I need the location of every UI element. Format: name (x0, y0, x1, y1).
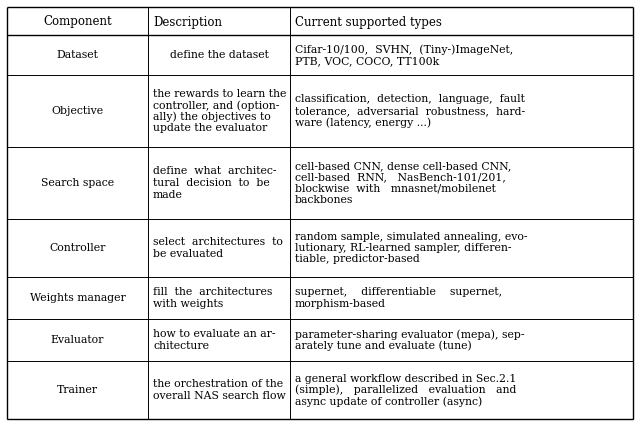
Text: Description: Description (153, 16, 222, 29)
Text: made: made (153, 190, 183, 199)
Text: Controller: Controller (49, 243, 106, 253)
Text: how to evaluate an ar-: how to evaluate an ar- (153, 329, 275, 339)
Text: blockwise  with   mnasnet/mobilenet: blockwise with mnasnet/mobilenet (295, 184, 496, 194)
Text: fill  the  architectures: fill the architectures (153, 287, 273, 297)
Text: parameter-sharing evaluator (mepa), sep-: parameter-sharing evaluator (mepa), sep- (295, 329, 525, 340)
Text: arately tune and evaluate (tune): arately tune and evaluate (tune) (295, 340, 472, 351)
Text: ware (latency, energy ...): ware (latency, energy ...) (295, 117, 431, 128)
Text: chitecture: chitecture (153, 341, 209, 351)
Text: define  what  architec-: define what architec- (153, 166, 276, 177)
Text: Trainer: Trainer (57, 385, 98, 395)
Text: Cifar-10/100,  SVHN,  (Tiny-)ImageNet,: Cifar-10/100, SVHN, (Tiny-)ImageNet, (295, 44, 513, 55)
Text: cell-based CNN, dense cell-based CNN,: cell-based CNN, dense cell-based CNN, (295, 161, 511, 171)
Text: async update of controller (async): async update of controller (async) (295, 396, 483, 407)
Text: with weights: with weights (153, 299, 223, 309)
Text: controller, and (option-: controller, and (option- (153, 100, 280, 110)
Text: tural  decision  to  be: tural decision to be (153, 178, 269, 188)
Text: Dataset: Dataset (56, 50, 99, 60)
Text: Search space: Search space (41, 178, 114, 188)
Text: classification,  detection,  language,  fault: classification, detection, language, fau… (295, 94, 525, 105)
Text: lutionary, RL-learned sampler, differen-: lutionary, RL-learned sampler, differen- (295, 243, 511, 253)
Text: backbones: backbones (295, 195, 353, 205)
Text: ally) the objectives to: ally) the objectives to (153, 111, 271, 122)
Text: define the dataset: define the dataset (170, 50, 268, 60)
Text: cell-based  RNN,   NasBench-101/201,: cell-based RNN, NasBench-101/201, (295, 172, 506, 182)
Text: be evaluated: be evaluated (153, 249, 223, 259)
Text: Objective: Objective (51, 106, 104, 116)
Text: the rewards to learn the: the rewards to learn the (153, 89, 286, 99)
Text: select  architectures  to: select architectures to (153, 237, 283, 247)
Text: update the evaluator: update the evaluator (153, 123, 268, 133)
Text: the orchestration of the: the orchestration of the (153, 379, 283, 389)
Text: random sample, simulated annealing, evo-: random sample, simulated annealing, evo- (295, 231, 527, 242)
Text: supernet,    differentiable    supernet,: supernet, differentiable supernet, (295, 287, 502, 297)
Text: (simple),   parallelized   evaluation   and: (simple), parallelized evaluation and (295, 385, 516, 395)
Text: PTB, VOC, COCO, TT100k: PTB, VOC, COCO, TT100k (295, 56, 439, 66)
Text: overall NAS search flow: overall NAS search flow (153, 391, 285, 401)
Text: tiable, predictor-based: tiable, predictor-based (295, 255, 420, 264)
Text: Current supported types: Current supported types (295, 16, 442, 29)
Text: morphism-based: morphism-based (295, 299, 386, 309)
Text: a general workflow described in Sec.2.1: a general workflow described in Sec.2.1 (295, 373, 516, 384)
Text: Weights manager: Weights manager (29, 293, 125, 303)
Text: Component: Component (43, 15, 112, 28)
Text: tolerance,  adversarial  robustness,  hard-: tolerance, adversarial robustness, hard- (295, 106, 525, 116)
Text: Evaluator: Evaluator (51, 335, 104, 345)
